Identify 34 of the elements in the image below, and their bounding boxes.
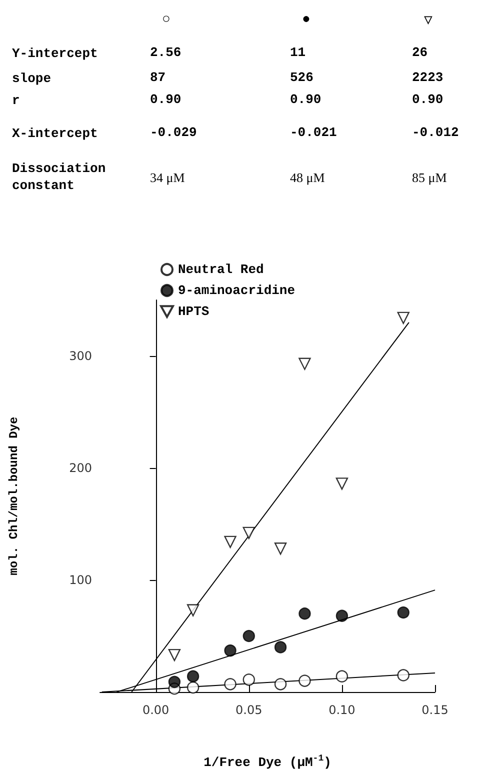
x-tick-label: 0.15 bbox=[422, 703, 448, 717]
y-tick-label: 300 bbox=[69, 349, 92, 363]
y-tick-label: 100 bbox=[69, 573, 92, 587]
text: 2223 bbox=[412, 70, 444, 85]
category-label: X-intercept bbox=[12, 126, 98, 141]
text: 11 bbox=[290, 45, 306, 60]
legend-label: 9-aminoacridine bbox=[178, 283, 296, 298]
text: 87 bbox=[150, 70, 166, 85]
x-tick-label: 0.10 bbox=[328, 703, 356, 717]
x-tick-label: 0.05 bbox=[236, 703, 262, 717]
category-label: slope bbox=[12, 71, 52, 86]
text: 34 μM bbox=[150, 170, 185, 185]
category-label: ▽ bbox=[424, 12, 432, 29]
category-label: Dissociation constant bbox=[12, 161, 106, 193]
y-tick-label: 200 bbox=[69, 461, 92, 475]
text: 526 bbox=[290, 70, 314, 85]
text: 0.90 bbox=[412, 92, 444, 107]
text: 0.90 bbox=[290, 92, 322, 107]
text: 2.56 bbox=[150, 45, 182, 60]
category-label: r bbox=[12, 93, 20, 108]
text: -0.012 bbox=[412, 125, 459, 140]
text: -0.029 bbox=[150, 125, 197, 140]
text: 48 μM bbox=[290, 170, 325, 185]
text: 0.90 bbox=[150, 92, 182, 107]
category-label: Y-intercept bbox=[12, 46, 98, 61]
category-label: ● bbox=[302, 12, 310, 28]
text: 26 bbox=[412, 45, 428, 60]
x-tick-label: 0.00 bbox=[142, 703, 170, 717]
category-label: ○ bbox=[162, 12, 170, 28]
text: 85 μM bbox=[412, 170, 447, 185]
text: -0.021 bbox=[290, 125, 337, 140]
legend-label: Neutral Red bbox=[178, 262, 264, 277]
y-axis-title: mol. Chl/mol.bound Dye bbox=[7, 416, 21, 576]
legend-label: HPTS bbox=[178, 304, 210, 319]
